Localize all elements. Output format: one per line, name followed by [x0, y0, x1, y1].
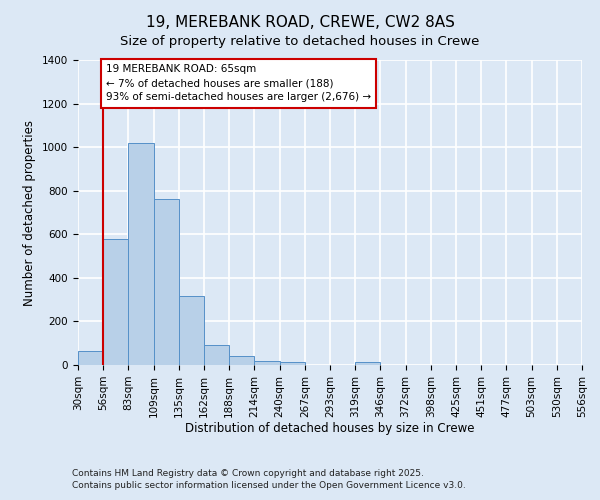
Bar — [204, 346, 229, 365]
Bar — [78, 351, 103, 365]
Text: Size of property relative to detached houses in Crewe: Size of property relative to detached ho… — [121, 35, 479, 48]
Bar — [229, 356, 254, 365]
Text: 19, MEREBANK ROAD, CREWE, CW2 8AS: 19, MEREBANK ROAD, CREWE, CW2 8AS — [146, 15, 454, 30]
X-axis label: Distribution of detached houses by size in Crewe: Distribution of detached houses by size … — [185, 422, 475, 436]
Bar — [128, 143, 154, 365]
Bar — [280, 362, 305, 365]
Text: Contains HM Land Registry data © Crown copyright and database right 2025.
Contai: Contains HM Land Registry data © Crown c… — [72, 469, 466, 490]
Bar — [179, 296, 204, 365]
Bar — [103, 238, 128, 365]
Bar — [154, 200, 179, 365]
Y-axis label: Number of detached properties: Number of detached properties — [23, 120, 37, 306]
Bar — [355, 362, 380, 365]
Bar — [254, 360, 280, 365]
Text: 19 MEREBANK ROAD: 65sqm
← 7% of detached houses are smaller (188)
93% of semi-de: 19 MEREBANK ROAD: 65sqm ← 7% of detached… — [106, 64, 371, 102]
